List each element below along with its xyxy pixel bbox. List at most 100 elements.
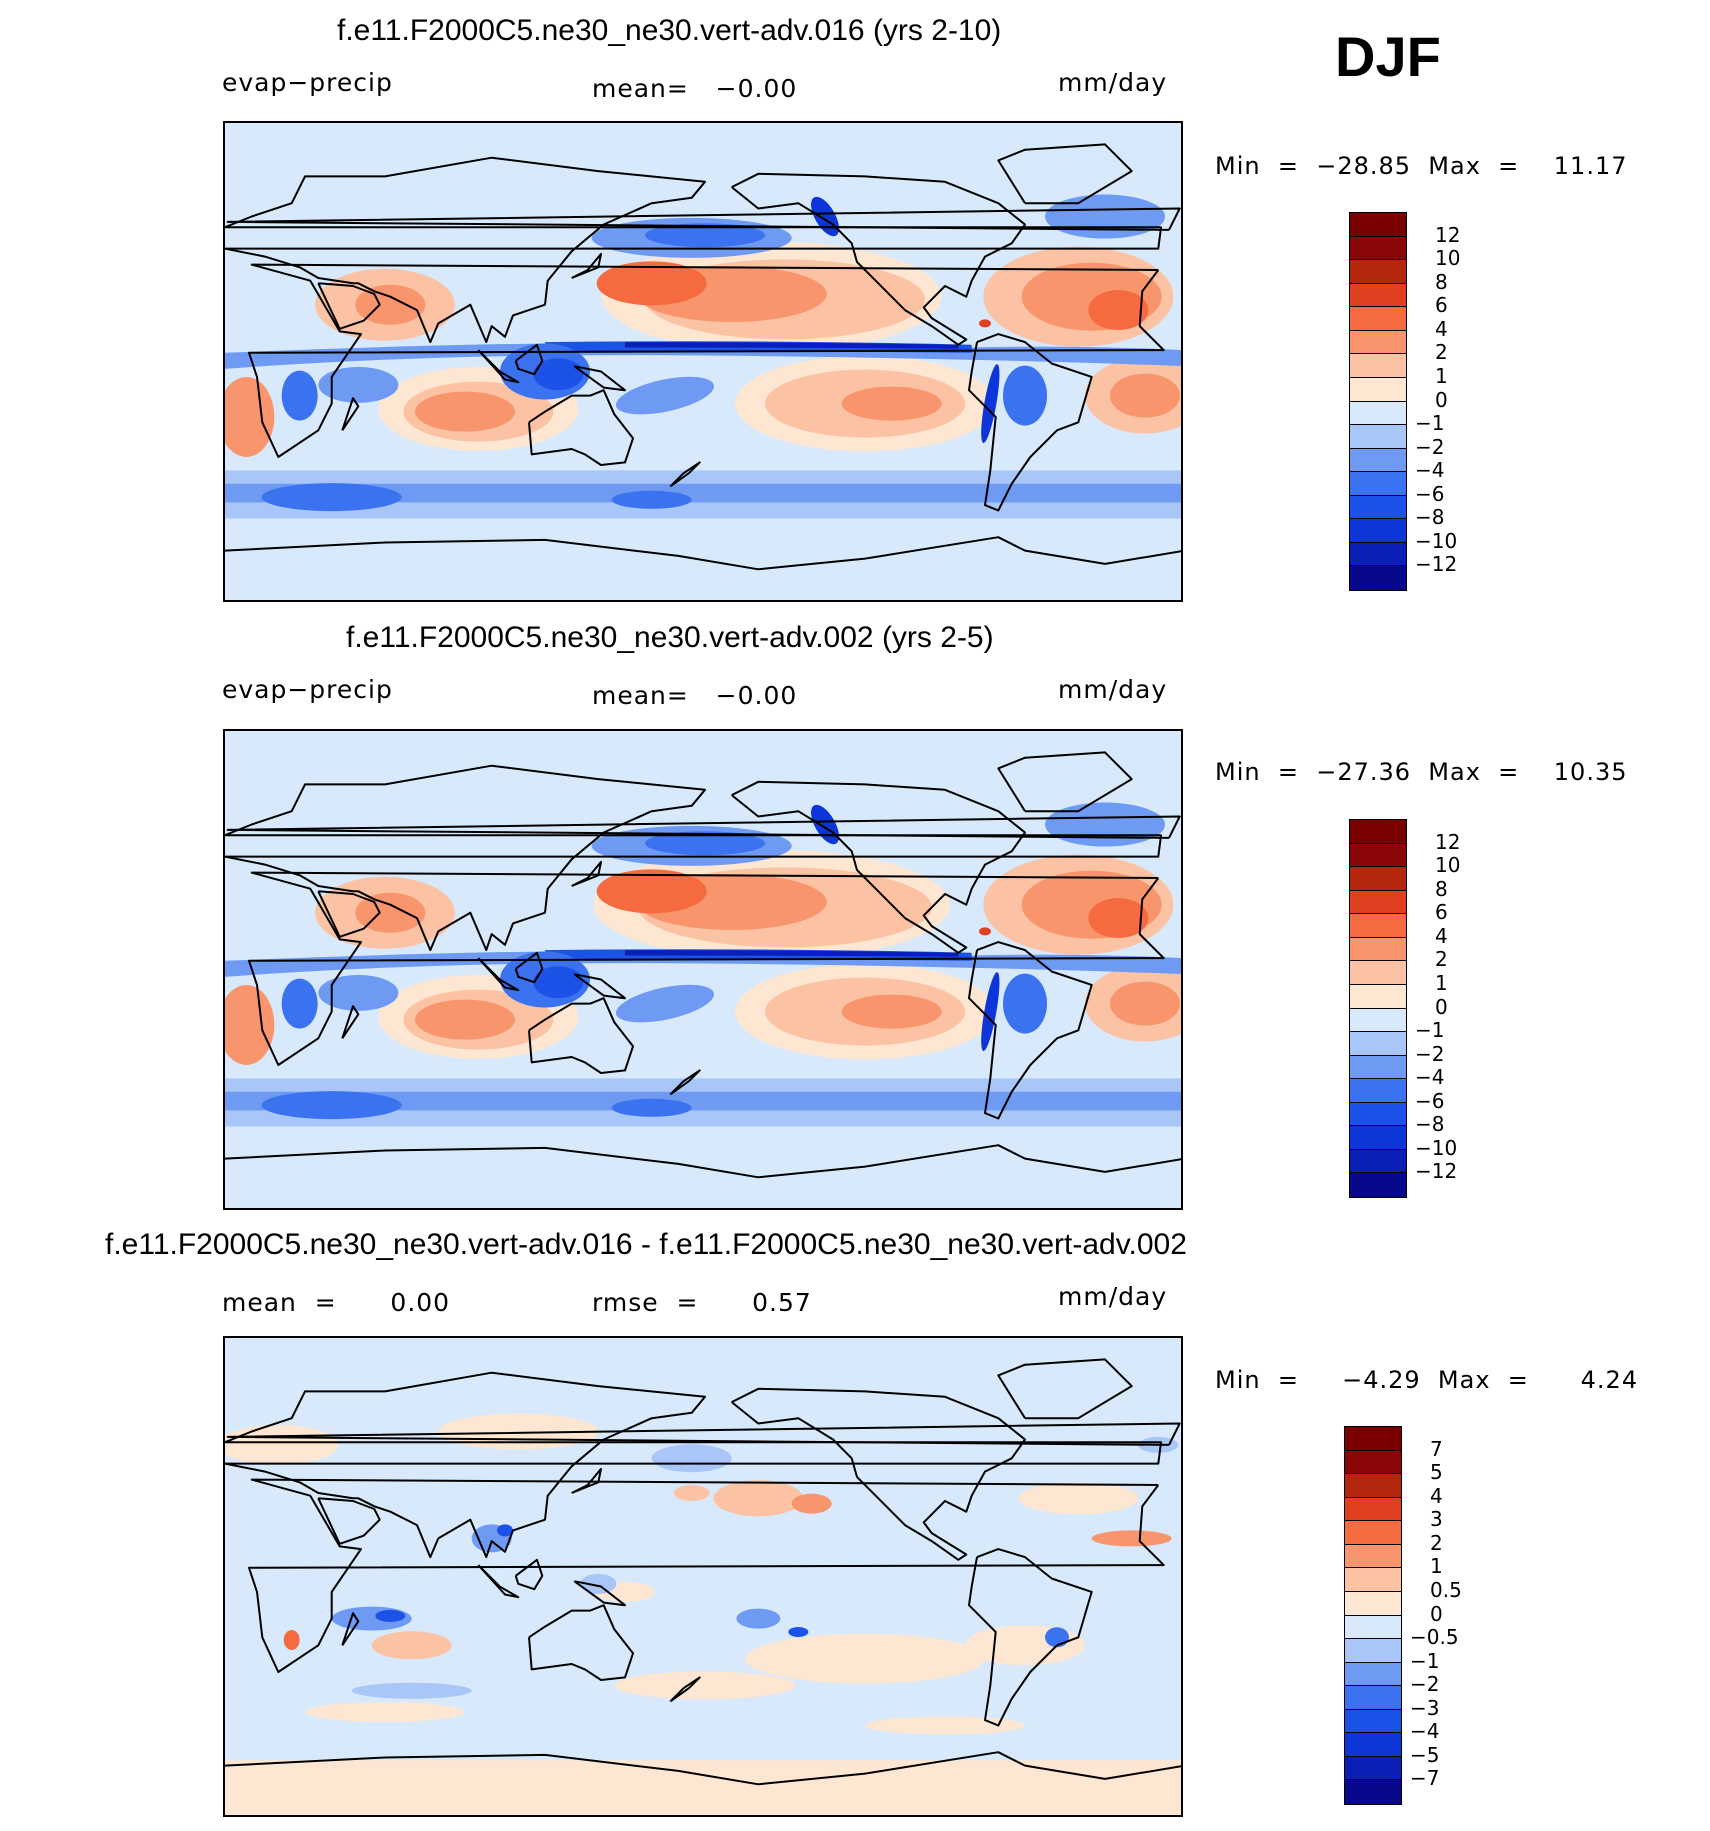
colorbar-box xyxy=(1350,330,1406,355)
colorbar-tick-label: 4 xyxy=(1430,1483,1443,1508)
colorbar-tick-label: 1 xyxy=(1435,363,1448,388)
field-band xyxy=(533,358,584,391)
colorbar-box xyxy=(1350,307,1406,331)
field-band xyxy=(1091,1530,1172,1547)
coastline xyxy=(514,951,544,984)
colorbar-tick-label: 1 xyxy=(1435,970,1448,995)
field-band xyxy=(1018,1482,1139,1515)
coastline xyxy=(341,397,360,431)
coastline xyxy=(225,1144,1181,1179)
panel1-field xyxy=(225,123,1181,600)
coastline xyxy=(997,751,1133,813)
colorbar-tick-label: 0 xyxy=(1435,387,1448,412)
colorbar-box xyxy=(1350,472,1406,496)
colorbar-tick-label: 4 xyxy=(1435,316,1448,341)
field-band xyxy=(355,892,426,933)
colorbar-tick-label: 2 xyxy=(1435,340,1448,365)
colorbar-box xyxy=(1345,1450,1401,1475)
colorbar-tick-label: −1 xyxy=(1410,1648,1440,1673)
coastline xyxy=(528,997,634,1074)
colorbar-tick-label: −2 xyxy=(1410,1672,1440,1697)
colorbar-box xyxy=(1350,1055,1406,1080)
field-band xyxy=(645,223,765,248)
colorbar-tick-label: −10 xyxy=(1415,528,1458,553)
panel1-title: f.e11.F2000C5.ne30_ne30.vert-adv.016 (yr… xyxy=(337,14,1002,47)
colorbar-box xyxy=(1345,1474,1401,1498)
field-band xyxy=(261,1091,402,1120)
field-band xyxy=(611,490,692,509)
field-band xyxy=(1088,290,1149,331)
colorbar-tick-label: −0.5 xyxy=(1410,1625,1459,1650)
colorbar-box xyxy=(1350,519,1406,543)
coastline xyxy=(731,780,1026,954)
field-band xyxy=(225,483,1181,503)
coastline xyxy=(225,1751,1181,1786)
coastline xyxy=(731,1387,1026,1561)
colorbar-box xyxy=(1350,867,1406,891)
colorbar-box xyxy=(1350,820,1406,844)
field-band xyxy=(736,1608,781,1629)
panel3-map xyxy=(223,1336,1183,1817)
field-band xyxy=(981,364,1000,443)
coastline xyxy=(528,389,634,466)
colorbar-tick-label: −2 xyxy=(1415,1041,1445,1066)
colorbar-box xyxy=(1345,1756,1401,1781)
colorbar-box xyxy=(1350,1008,1406,1033)
colorbar-box xyxy=(1350,354,1406,378)
colorbar-tick-label: 0 xyxy=(1435,994,1448,1019)
field-background xyxy=(225,123,1181,600)
field-band xyxy=(497,1524,513,1537)
field-band xyxy=(713,1480,804,1517)
panel2-minmax: Min = −27.36 Max = 10.35 xyxy=(1215,758,1628,786)
coastline xyxy=(968,1548,1093,1727)
panel3-mean: mean = 0.00 xyxy=(222,1288,451,1317)
field-band xyxy=(281,978,318,1029)
colorbar-box xyxy=(1350,1173,1406,1197)
colorbar-box xyxy=(1345,1497,1401,1522)
coastline xyxy=(226,207,1181,231)
colorbar-tick-label: 1 xyxy=(1430,1554,1443,1579)
coastline xyxy=(571,1467,602,1494)
colorbar-box xyxy=(1350,1079,1406,1103)
panel2-map xyxy=(223,729,1183,1210)
field-band xyxy=(615,1671,795,1700)
coastline xyxy=(997,143,1133,205)
panel2-variable: evap−precip xyxy=(222,675,393,704)
colorbar-box xyxy=(1345,1521,1401,1545)
coastline xyxy=(317,282,381,330)
colorbar-tick-label: 8 xyxy=(1435,876,1448,901)
field-band xyxy=(788,1626,809,1637)
field-band xyxy=(305,1702,465,1723)
field-band xyxy=(281,370,318,421)
colorbar-tick-label: −5 xyxy=(1410,1742,1440,1767)
field-band xyxy=(979,927,991,936)
colorbar-tick-label: −12 xyxy=(1415,552,1458,577)
field-band xyxy=(225,1760,1181,1815)
colorbar-tick-label: 10 xyxy=(1435,853,1461,878)
coastline xyxy=(226,815,1181,839)
field-band xyxy=(625,950,959,957)
colorbar-tick-label: 5 xyxy=(1430,1460,1443,1485)
panel1-map xyxy=(223,121,1183,602)
colorbar-tick-label: 6 xyxy=(1435,900,1448,925)
colorbar-box xyxy=(1350,542,1406,567)
field-band xyxy=(580,1573,617,1594)
coastline xyxy=(669,1069,701,1096)
field-band xyxy=(673,1484,710,1501)
colorbar-tick-label: 0 xyxy=(1430,1601,1443,1626)
panel3-minmax: Min = −4.29 Max = 4.24 xyxy=(1215,1366,1639,1394)
colorbar-box xyxy=(1350,961,1406,985)
panel2-colorbar xyxy=(1349,819,1407,1198)
coastline xyxy=(514,1558,544,1591)
colorbar-tick-label: −2 xyxy=(1415,434,1445,459)
colorbar-tick-label: 2 xyxy=(1435,947,1448,972)
field-band xyxy=(1110,981,1180,1026)
season-label: DJF xyxy=(1335,25,1441,88)
colorbar-box xyxy=(1345,1615,1401,1640)
colorbar-box xyxy=(1350,1126,1406,1150)
coastline xyxy=(225,764,1162,952)
colorbar-tick-label: −1 xyxy=(1415,411,1445,436)
colorbar-box xyxy=(1345,1568,1401,1592)
colorbar-box xyxy=(1345,1544,1401,1569)
panel1-units: mm/day xyxy=(1058,68,1168,97)
